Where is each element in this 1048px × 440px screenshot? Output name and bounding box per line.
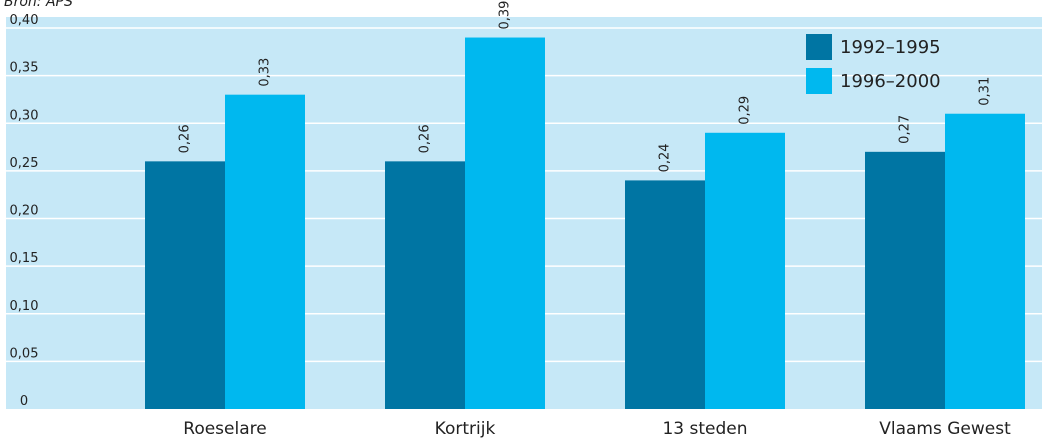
legend-label: 1996–2000 bbox=[840, 71, 941, 92]
y-tick-label: 0,30 bbox=[10, 108, 39, 123]
data-label: 0,29 bbox=[738, 96, 753, 125]
data-label: 0,31 bbox=[978, 77, 993, 106]
y-tick-label: 0,15 bbox=[10, 251, 39, 266]
data-label: 0,26 bbox=[178, 124, 193, 153]
bar-2 bbox=[225, 94, 305, 410]
y-tick-label: 0,35 bbox=[10, 61, 39, 76]
y-tick-label: 0,25 bbox=[10, 156, 39, 171]
data-label: 0,39 bbox=[498, 1, 513, 30]
bar-1 bbox=[625, 180, 705, 409]
bar-1 bbox=[385, 161, 465, 409]
y-tick-label: 0,10 bbox=[10, 299, 39, 314]
bar-1 bbox=[865, 151, 945, 409]
bars bbox=[145, 37, 1025, 410]
legend-label: 1992–1995 bbox=[840, 37, 941, 58]
x-tick-label: Vlaams Gewest bbox=[879, 419, 1011, 439]
x-tick-label: 13 steden bbox=[662, 419, 747, 439]
y-tick-label: 0,20 bbox=[10, 204, 39, 219]
legend: 1992–1995 1996–2000 bbox=[806, 34, 941, 94]
y-tick-label: 0 bbox=[20, 394, 28, 409]
y-tick-label: 0,05 bbox=[10, 346, 39, 361]
legend-swatch bbox=[806, 34, 832, 60]
data-label: 0,24 bbox=[658, 143, 673, 172]
legend-swatch bbox=[806, 68, 832, 94]
data-label: 0,26 bbox=[418, 124, 433, 153]
data-labels: 0,26 0,33 0,26 0,39 0,24 0,29 0,27 0,31 bbox=[178, 1, 993, 173]
bar-1 bbox=[145, 161, 225, 409]
data-label: 0,33 bbox=[258, 58, 273, 87]
data-label: 0,27 bbox=[898, 115, 913, 144]
bar-2 bbox=[465, 37, 545, 410]
x-tick-label: Kortrijk bbox=[435, 419, 496, 439]
bar-2 bbox=[705, 132, 785, 409]
y-axis-tick-labels: 0 0,05 0,10 0,15 0,20 0,25 0,30 0,35 0,40 bbox=[10, 13, 39, 409]
x-tick-label: Roeselare bbox=[183, 419, 266, 439]
bar-2 bbox=[945, 113, 1025, 409]
x-axis-tick-labels: Roeselare Kortrijk 13 steden Vlaams Gewest bbox=[183, 419, 1011, 439]
source-note: Bron: APS bbox=[4, 0, 73, 10]
y-tick-label: 0,40 bbox=[10, 13, 39, 28]
